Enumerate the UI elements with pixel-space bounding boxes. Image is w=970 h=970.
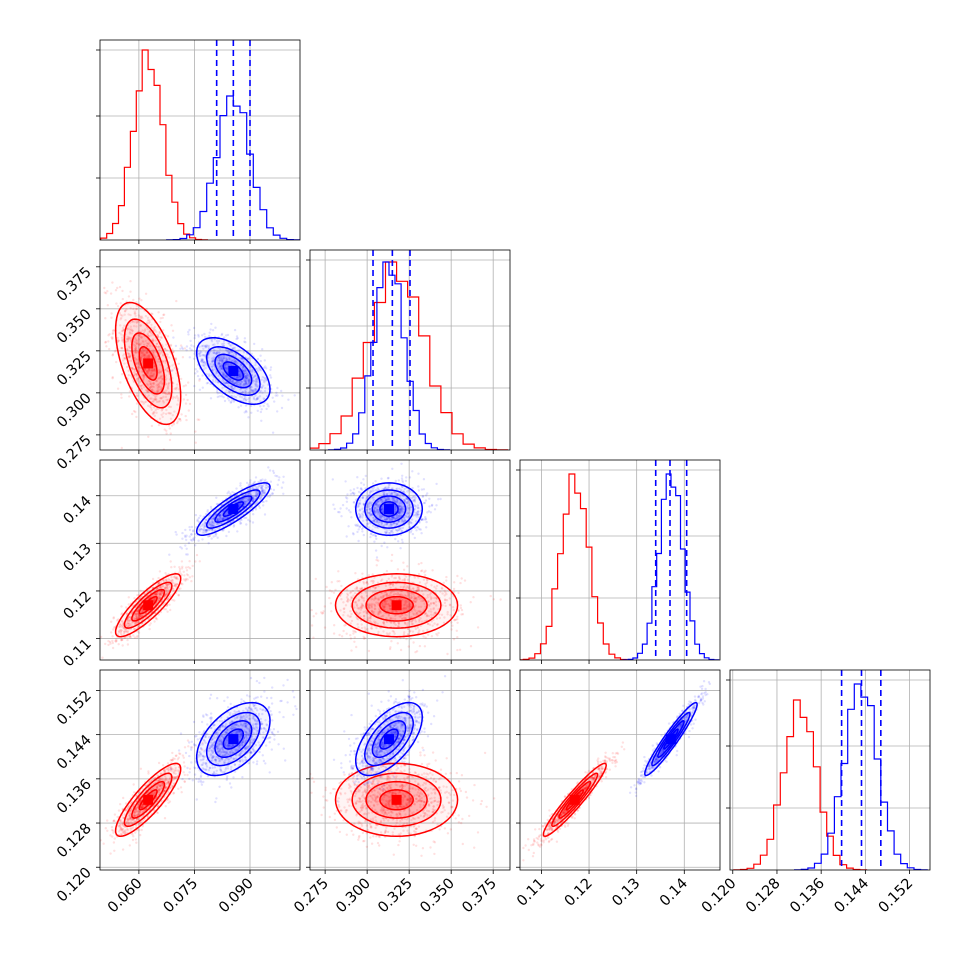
x-tick-label: 0.275 — [291, 876, 332, 917]
panel-frame — [309, 669, 511, 871]
panel-frame — [99, 39, 301, 241]
panel-1-1 — [306, 249, 511, 454]
y-tick-label: 0.275 — [54, 432, 95, 473]
x-tick-label: 0.12 — [562, 876, 596, 910]
peak-b — [228, 366, 239, 377]
grid — [730, 670, 930, 870]
x-tick-label: 0.128 — [743, 876, 784, 917]
histogram-a — [733, 699, 868, 870]
x-tick-label: 0.152 — [876, 876, 917, 917]
panel-3-2: 0.11 0.12 0.13 0.14 — [514, 669, 721, 910]
x-tick-label: 0.144 — [832, 876, 873, 917]
panel-frame — [99, 459, 301, 661]
panel-3-3: 0.120 0.128 0.136 0.144 0.152 — [699, 669, 931, 917]
histogram-b — [166, 95, 300, 240]
panel-2-0: 0.11 0.12 0.13 0.14 — [61, 459, 301, 670]
x-tick-label: 0.300 — [333, 876, 374, 917]
panel-frame — [729, 669, 931, 871]
x-tick-label: 0.375 — [459, 876, 500, 917]
panel-frame — [309, 249, 511, 451]
grid — [100, 250, 300, 450]
peak-b — [228, 504, 239, 515]
panel-frame — [99, 669, 301, 871]
peak-b — [383, 734, 394, 745]
peak-a — [143, 794, 154, 805]
y-tick-label: 0.12 — [61, 588, 95, 622]
y-tick-label: 0.13 — [61, 541, 95, 575]
panel-frame — [519, 669, 721, 871]
panel-frame — [309, 459, 511, 661]
x-tick-label: 0.325 — [375, 876, 416, 917]
grid — [520, 460, 720, 660]
peak-a — [391, 794, 402, 805]
y-tick-label: 0.136 — [54, 776, 95, 817]
histogram-a — [520, 473, 633, 660]
x-tick-label: 0.060 — [105, 876, 146, 917]
grid — [100, 670, 300, 870]
y-tick-label: 0.14 — [61, 493, 95, 527]
histogram-b — [327, 261, 451, 450]
y-tick-label: 0.120 — [54, 865, 95, 906]
peak-a — [569, 794, 580, 805]
x-tick-label: 0.090 — [216, 876, 257, 917]
y-tick-label: 0.144 — [54, 732, 95, 773]
panel-frame — [519, 459, 721, 661]
peak-b — [383, 504, 394, 515]
peak-b — [665, 734, 676, 745]
panel-2-1 — [306, 459, 511, 664]
x-tick-label: 0.11 — [514, 876, 548, 910]
y-tick-label: 0.128 — [54, 821, 95, 862]
grid — [520, 670, 720, 870]
y-tick-label: 0.350 — [54, 306, 95, 347]
x-tick-label: 0.14 — [657, 876, 691, 910]
y-tick-label: 0.325 — [54, 348, 95, 389]
y-tick-label: 0.11 — [61, 636, 95, 670]
peak-a — [143, 600, 154, 611]
histogram-b — [622, 473, 720, 660]
x-tick-label: 0.120 — [699, 876, 740, 917]
x-tick-label: 0.075 — [161, 876, 202, 917]
y-tick-label: 0.375 — [54, 264, 95, 305]
y-tick-label: 0.152 — [54, 688, 95, 729]
x-tick-label: 0.350 — [417, 876, 458, 917]
panel-0-0 — [96, 39, 301, 244]
y-tick-label: 0.300 — [54, 390, 95, 431]
peak-b — [228, 734, 239, 745]
grid — [310, 250, 510, 450]
x-tick-label: 0.13 — [609, 876, 643, 910]
histogram-a — [100, 49, 208, 240]
panel-frame — [99, 249, 301, 451]
x-tick-label: 0.136 — [787, 876, 828, 917]
peak-a — [143, 358, 154, 369]
panel-3-1: 0.275 0.300 0.325 0.350 0.375 — [291, 669, 511, 917]
histogram-a — [310, 261, 509, 450]
panel-2-2 — [516, 459, 721, 664]
peak-a — [391, 600, 402, 611]
